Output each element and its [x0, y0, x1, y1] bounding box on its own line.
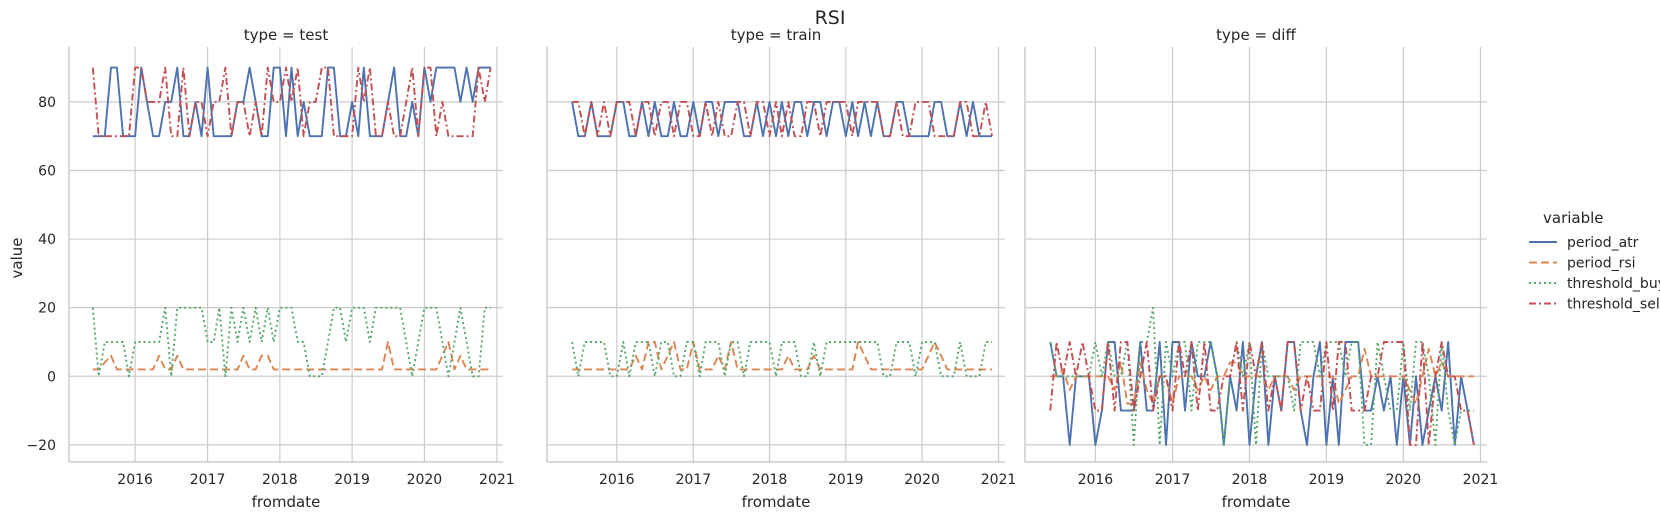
- facet-title: type = diff: [1216, 26, 1296, 44]
- series-line-period_rsi: [1050, 347, 1474, 405]
- legend-item-threshold_buy: threshold_buy: [1529, 276, 1660, 292]
- y-tick-label: 20: [38, 301, 56, 317]
- facet-panel-2: type = diff 2016 2017 2018 2019 2020 2021 fromd…: [1024, 26, 1499, 511]
- y-axis-label: value: [8, 238, 26, 279]
- figure-title: RSI: [815, 7, 846, 29]
- legend-label: threshold_sell: [1567, 297, 1660, 313]
- series-line-threshold_buy: [571, 341, 992, 378]
- x-axis-label: fromdate: [742, 493, 811, 511]
- x-tick-label: 2019: [828, 472, 864, 488]
- legend-item-threshold_sell: threshold_sell: [1529, 297, 1660, 313]
- legend-label: period_atr: [1567, 235, 1639, 251]
- series-line-period_rsi: [92, 341, 491, 371]
- x-tick-label: 2021: [1463, 472, 1499, 488]
- legend-title: variable: [1543, 209, 1604, 227]
- x-tick-label: 2018: [262, 472, 298, 488]
- x-tick-label: 2020: [407, 472, 443, 488]
- x-tick-label: 2020: [904, 472, 940, 488]
- x-tick-label: 2017: [190, 472, 226, 488]
- x-tick-label: 2018: [1232, 472, 1268, 488]
- y-tick-label: 40: [38, 232, 56, 248]
- x-tick-label: 2019: [334, 472, 370, 488]
- legend-item-period_rsi: period_rsi: [1529, 256, 1636, 272]
- facet-title: type = test: [244, 26, 329, 44]
- facet-panels: type = test 2016 2017 2018 2019 2020 2021 fromd…: [26, 26, 1498, 511]
- facet-title: type = train: [731, 26, 822, 44]
- x-tick-label: 2017: [675, 472, 711, 488]
- x-axis-label: fromdate: [252, 493, 321, 511]
- series-line-threshold_sell: [91, 66, 492, 138]
- series-line-threshold_buy: [1049, 306, 1474, 446]
- x-tick-label: 2020: [1386, 472, 1422, 488]
- x-tick-label: 2018: [752, 472, 788, 488]
- x-tick-label: 2017: [1155, 472, 1191, 488]
- x-tick-label: 2019: [1309, 472, 1345, 488]
- y-tick-label: 0: [47, 369, 56, 385]
- series-line-threshold_sell: [572, 100, 993, 138]
- x-axis-label: fromdate: [1222, 493, 1291, 511]
- series-line-period_rsi: [572, 341, 992, 371]
- series-line-threshold_sell: [1049, 341, 1475, 446]
- legend-item-period_atr: period_atr: [1529, 235, 1639, 251]
- x-tick-label: 2016: [1078, 472, 1114, 488]
- y-tick-label: 60: [38, 163, 56, 179]
- x-tick-label: 2016: [117, 472, 153, 488]
- x-tick-label: 2021: [981, 472, 1017, 488]
- legend: variable period_atr period_rsi threshold_b…: [1529, 209, 1660, 313]
- series-line-period_atr: [92, 66, 491, 138]
- series-line-period_atr: [571, 100, 992, 138]
- x-tick-label: 2021: [479, 472, 515, 488]
- y-tick-label: 80: [38, 95, 56, 111]
- y-tick-label: −20: [26, 438, 56, 454]
- facet-panel-1: type = train 2016 2017 2018 2019 2020 2021 from…: [546, 26, 1017, 511]
- x-tick-label: 2016: [599, 472, 635, 488]
- facet-panel-0: type = test 2016 2017 2018 2019 2020 2021 fromd…: [26, 26, 514, 511]
- legend-label: threshold_buy: [1567, 276, 1660, 292]
- series-line-threshold_buy: [91, 306, 491, 378]
- legend-label: period_rsi: [1567, 256, 1636, 272]
